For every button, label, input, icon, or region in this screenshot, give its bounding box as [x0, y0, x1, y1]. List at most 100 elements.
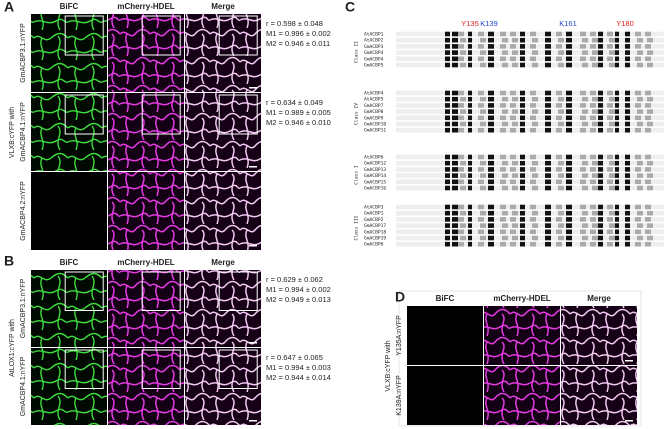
identical: [520, 44, 525, 49]
identical: [625, 103, 630, 108]
conserved: [580, 103, 586, 108]
sequence-track: [396, 210, 664, 216]
conserved: [510, 179, 516, 185]
conserved: [460, 62, 466, 68]
conserved: [607, 217, 613, 222]
identical: [520, 217, 525, 222]
sequence-name: GmACBP8: [364, 109, 384, 115]
conserved: [645, 31, 651, 37]
conserved: [556, 90, 562, 96]
conserved: [580, 90, 586, 96]
identical: [625, 50, 630, 55]
identical: [488, 37, 494, 43]
identical: [598, 103, 603, 108]
conserved: [532, 210, 538, 216]
conserved: [458, 241, 464, 247]
conserved: [512, 96, 518, 102]
panel-label: A: [4, 0, 14, 15]
conserved: [556, 154, 562, 160]
identical: [615, 44, 619, 49]
scale-bar: [625, 420, 633, 422]
identical: [545, 217, 551, 222]
conserved: [580, 115, 586, 121]
conserved: [637, 121, 643, 127]
identical: [488, 115, 494, 121]
conserved: [582, 210, 588, 216]
identical: [488, 160, 494, 166]
identical: [545, 62, 551, 68]
conserved: [590, 179, 596, 185]
conserved: [502, 96, 508, 102]
identical: [520, 56, 525, 62]
conserved: [592, 109, 598, 114]
identical: [445, 127, 450, 133]
conserved: [582, 160, 588, 166]
identical: [452, 217, 458, 222]
identical: [468, 210, 472, 216]
conserved: [635, 154, 641, 160]
conserved: [609, 160, 615, 166]
stat-text: r = 0.647 ± 0.065: [266, 353, 323, 362]
micrograph: [108, 348, 184, 425]
conserved: [556, 115, 562, 121]
identical: [452, 127, 458, 133]
identical: [598, 223, 603, 228]
identical: [520, 204, 525, 210]
column-header: BiFC: [60, 258, 79, 267]
conserved: [530, 204, 536, 210]
identical: [520, 179, 525, 185]
identical: [625, 56, 630, 62]
conserved: [556, 179, 562, 185]
sequence-track: [396, 235, 664, 241]
identical: [520, 127, 525, 133]
identical: [488, 109, 494, 114]
conserved: [582, 173, 588, 178]
conserved: [645, 127, 651, 133]
identical: [468, 103, 472, 108]
identical: [520, 167, 525, 172]
panel-label: D: [395, 289, 405, 305]
conserved: [512, 185, 518, 191]
conserved: [500, 56, 506, 62]
identical: [468, 31, 472, 37]
micrograph: [31, 270, 107, 347]
conserved: [645, 179, 651, 185]
identical: [445, 235, 450, 241]
conserved: [530, 31, 536, 37]
conserved: [500, 115, 506, 121]
conserved: [582, 223, 588, 228]
conserved: [647, 37, 653, 43]
micrograph: [484, 366, 560, 425]
identical: [545, 185, 551, 191]
identical: [615, 31, 619, 37]
column-header: Merge: [211, 258, 235, 267]
identical: [545, 115, 551, 121]
conserved: [558, 121, 564, 127]
conserved: [460, 223, 466, 228]
conserved: [635, 179, 641, 185]
identical: [452, 56, 458, 62]
sequence-name: GmACBP4: [364, 50, 384, 56]
identical: [520, 109, 525, 114]
identical: [598, 90, 603, 96]
conserved: [556, 103, 562, 108]
conserved: [510, 56, 516, 62]
identical: [452, 154, 458, 160]
micrograph: [407, 366, 483, 425]
sequence-name: GmACBP18: [364, 229, 386, 235]
identical: [625, 109, 630, 114]
identical: [625, 160, 630, 166]
identical: [468, 62, 472, 68]
identical: [545, 173, 551, 178]
conserved: [582, 50, 588, 55]
identical: [545, 50, 551, 55]
conserved: [532, 160, 538, 166]
identical: [468, 173, 472, 178]
micrograph: [31, 172, 107, 250]
conserved: [478, 127, 484, 133]
identical: [445, 50, 450, 55]
identical: [625, 241, 630, 247]
conserved: [502, 173, 508, 178]
conserved: [480, 160, 486, 166]
identical: [452, 185, 458, 191]
